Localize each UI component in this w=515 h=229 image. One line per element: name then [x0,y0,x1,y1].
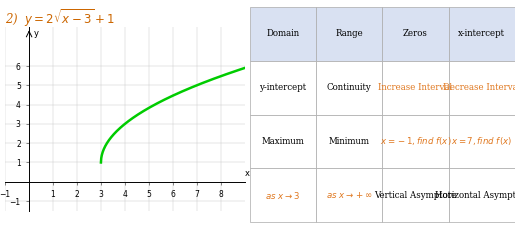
Bar [316,61,382,114]
Bar [449,61,515,114]
Bar [382,61,449,114]
Bar [449,168,515,222]
Bar [382,168,449,222]
Text: Vertical Asymptote: Vertical Asymptote [374,191,457,200]
Bar [250,61,316,114]
Text: y: y [33,29,39,38]
Text: x-intercept: x-intercept [458,29,505,38]
Text: 2)  $y = 2\sqrt{x-3}+1$: 2) $y = 2\sqrt{x-3}+1$ [5,7,115,29]
Text: Horizontal Asymptote: Horizontal Asymptote [435,191,515,200]
Bar [316,7,382,61]
Text: Continuity: Continuity [327,83,372,92]
Bar [449,114,515,168]
Bar [250,168,316,222]
Bar [382,114,449,168]
Bar [316,168,382,222]
Text: Domain: Domain [266,29,300,38]
Bar [250,114,316,168]
Text: Minimum: Minimum [329,137,370,146]
Bar [449,7,515,61]
Text: $as\ x \rightarrow +\infty$: $as\ x \rightarrow +\infty$ [325,190,373,200]
Text: $as\ x \rightarrow 3$: $as\ x \rightarrow 3$ [265,190,300,201]
Text: Increase Interval: Increase Interval [379,83,453,92]
Bar [250,7,316,61]
Text: Zeros: Zeros [403,29,428,38]
Bar [316,114,382,168]
Bar [382,7,449,61]
Text: Maximum: Maximum [262,137,304,146]
Text: Range: Range [335,29,363,38]
Text: $x=-1, find\ f(x)$: $x=-1, find\ f(x)$ [380,135,451,147]
Text: x: x [245,169,250,177]
Text: Decrease Interval: Decrease Interval [443,83,515,92]
Text: y-intercept: y-intercept [260,83,306,92]
Text: $x=7, find\ f(x)$: $x=7, find\ f(x)$ [451,135,512,147]
